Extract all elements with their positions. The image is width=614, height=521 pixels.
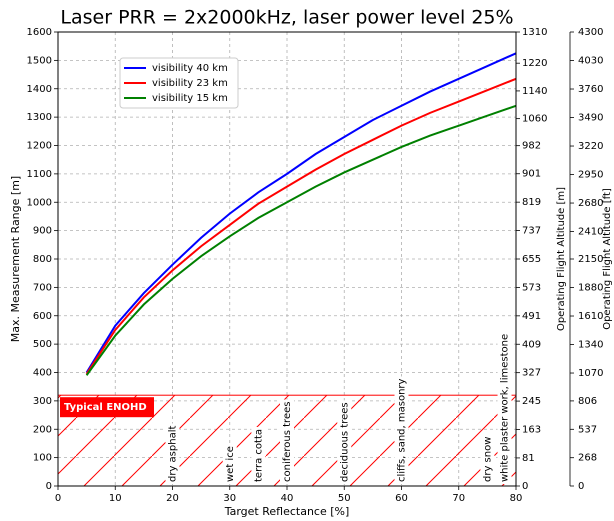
y-tick-label: 1400: [27, 84, 52, 95]
x-tick-label: 70: [452, 493, 465, 504]
annotation: wet ice: [225, 446, 236, 482]
y2-tick-label: 1140: [522, 86, 547, 97]
y2-tick-label: 655: [522, 254, 541, 265]
annotation-bg: [480, 434, 495, 484]
series-line: [85, 104, 517, 376]
y2-tick-label: 245: [522, 396, 541, 407]
annotation: coniferous trees: [282, 402, 293, 482]
series-line: [85, 52, 517, 374]
legend-label: visibility 15 km: [152, 93, 228, 104]
y3-tick-label: 4030: [578, 56, 603, 67]
y2-tick-label: 0: [522, 481, 528, 492]
y2-tick-label: 1310: [522, 27, 547, 38]
annotation: cliffs, sand, masonry: [397, 378, 408, 482]
annotation: dry asphalt: [168, 426, 179, 482]
y-tick-label: 1000: [27, 197, 52, 208]
y2-tick-label: 1060: [522, 114, 547, 125]
legend-label: visibility 23 km: [152, 78, 228, 89]
y-tick-label: 0: [46, 481, 52, 492]
y-tick-label: 100: [33, 453, 52, 464]
y2-tick-label: 819: [522, 197, 541, 208]
y3-tick-label: 4300: [578, 27, 603, 38]
y2-tick-label: 491: [522, 311, 541, 322]
y3-tick-label: 2950: [578, 170, 603, 181]
region-label: Typical ENOHD: [64, 402, 147, 413]
y-tick-label: 200: [33, 424, 52, 435]
y3-tick-label: 3490: [578, 113, 603, 124]
y3-tick-label: 1070: [578, 368, 603, 379]
x-tick-label: 0: [55, 493, 61, 504]
y3-tick-label: 0: [578, 481, 584, 492]
annotation-bg: [497, 331, 512, 484]
y3-tick-label: 2680: [578, 198, 603, 209]
y2-tick-label: 982: [522, 141, 541, 152]
y-tick-label: 1300: [27, 112, 52, 123]
y3-axis-label: Operating Flight Altitude [ft]: [602, 188, 613, 330]
x-tick-label: 50: [338, 493, 351, 504]
y2-tick-label: 901: [522, 169, 541, 180]
y3-tick-label: 3760: [578, 84, 603, 95]
y3-tick-label: 537: [578, 424, 597, 435]
legend-box: [119, 57, 239, 109]
y3-tick-label: 3220: [578, 141, 603, 152]
y2-tick-label: 1220: [522, 58, 547, 69]
y2-tick-label: 409: [522, 339, 541, 350]
annotation-bg: [280, 399, 294, 484]
series-line: [85, 77, 517, 375]
annotation-bg: [337, 400, 352, 484]
y2-tick-label: 327: [522, 368, 541, 379]
y3-tick-label: 806: [578, 396, 597, 407]
x-tick-label: 80: [510, 493, 523, 504]
y3-tick-label: 1610: [578, 311, 603, 322]
y-tick-label: 500: [33, 339, 52, 350]
y2-tick-label: 737: [522, 226, 541, 237]
y-tick-label: 800: [33, 254, 52, 265]
y-tick-label: 1200: [27, 141, 52, 152]
x-tick-label: 10: [109, 493, 122, 504]
y2-tick-label: 163: [522, 425, 541, 436]
y-tick-label: 700: [33, 282, 52, 293]
y-axis-label: Max. Measurement Range [m]: [9, 176, 22, 342]
x-tick-label: 30: [223, 493, 236, 504]
annotation-bg: [394, 376, 409, 484]
plot-frame: [57, 31, 517, 487]
y2-tick-label: 81: [522, 453, 535, 464]
y2-tick-label: 573: [522, 282, 541, 293]
annotation: deciduous trees: [339, 402, 350, 482]
annotation-bg: [222, 444, 237, 484]
annotation: terra cotta: [253, 429, 264, 482]
y3-tick-label: 2410: [578, 227, 603, 238]
y-tick-label: 400: [33, 368, 52, 379]
x-tick-label: 60: [395, 493, 408, 504]
legend-label: visibility 40 km: [152, 63, 228, 74]
y-tick-label: 900: [33, 226, 52, 237]
y2-axis-label: Operating Flight Altitude [m]: [556, 187, 567, 331]
y3-tick-label: 2150: [578, 254, 603, 265]
y3-tick-label: 1880: [578, 283, 603, 294]
x-tick-label: 20: [166, 493, 179, 504]
y3-tick-label: 1340: [578, 340, 603, 351]
y3-tick-label: 268: [578, 453, 597, 464]
y-tick-label: 1600: [27, 27, 52, 38]
annotation-bg: [165, 423, 180, 484]
x-axis-label: Target Reflectance [%]: [224, 505, 350, 518]
region-label-box: [60, 397, 154, 418]
y-tick-label: 1500: [27, 55, 52, 66]
y-tick-label: 1100: [27, 169, 52, 180]
annotation: white plaster work, limestone: [500, 334, 511, 482]
chart-title: Laser PRR = 2x2000kHz, laser power level…: [60, 7, 513, 29]
y-tick-label: 600: [33, 311, 52, 322]
annotation: dry snow: [482, 437, 493, 482]
x-tick-label: 40: [281, 493, 294, 504]
y-tick-label: 300: [33, 396, 52, 407]
annotation-bg: [251, 426, 266, 484]
